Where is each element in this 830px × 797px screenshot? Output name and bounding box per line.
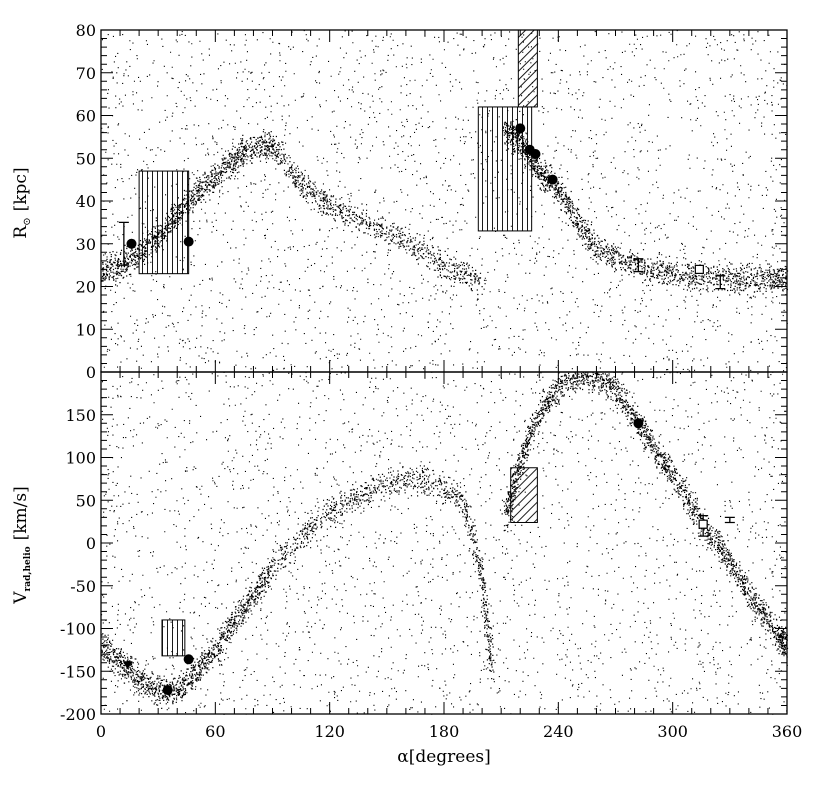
bottom-y-tick-labels: -200 -150 -100 -50 0 50 100 150 <box>60 406 96 724</box>
x-tick-label: 360 <box>772 722 803 741</box>
bottom-panel: -200 -150 -100 -50 0 50 100 150 0 60 120 180 240 300… <box>11 371 802 767</box>
bottom-y-axis-label: Vrad,helio [km/s] <box>11 486 33 605</box>
bottom-y-label-symbol: V <box>11 591 31 605</box>
top-filled-circle-5 <box>547 174 558 185</box>
top-box-0 <box>138 170 190 275</box>
x-tick-label: 300 <box>657 722 688 741</box>
x-tick-label: 60 <box>205 722 225 741</box>
top-tick-marks <box>100 29 788 373</box>
top-y-tick-label: 30 <box>76 235 96 254</box>
bot-y-tick-label: -50 <box>70 577 96 596</box>
top-y-tick-label: 80 <box>76 21 96 40</box>
top-error-bar-2 <box>715 275 726 290</box>
bot-y-tick-label: 50 <box>76 491 96 510</box>
top-y-tick-label: 70 <box>76 64 96 83</box>
bottom-x-tick-labels: 0 60 120 180 240 300 360 <box>96 722 802 741</box>
bot-open-square-0 <box>698 519 708 529</box>
bottom-frame <box>100 371 788 715</box>
top-frame <box>100 29 788 373</box>
bot-y-tick-label: 150 <box>65 406 96 425</box>
top-panel: 0 10 20 30 40 50 60 70 80 R⊙ [kpc] <box>11 21 789 382</box>
bot-box-0 <box>161 619 186 657</box>
bot-filled-circle-1 <box>183 654 194 665</box>
top-filled-circle-2 <box>515 123 526 134</box>
top-particle-cloud <box>101 30 789 374</box>
top-y-tick-label: 10 <box>76 320 96 339</box>
x-tick-label: 240 <box>543 722 574 741</box>
bottom-axis-ticks <box>100 371 788 715</box>
bot-filled-circle-0 <box>633 418 644 429</box>
top-y-label-subscript: ⊙ <box>22 217 33 225</box>
x-axis-label: α[degrees] <box>397 747 491 767</box>
top-error-bar-1 <box>633 258 644 273</box>
top-observation-markers <box>118 123 726 290</box>
bot-y-tick-label: -150 <box>60 662 96 681</box>
bot-error-bar-1 <box>724 516 735 524</box>
top-box-2 <box>517 29 538 108</box>
bottom-y-label-unit: [km/s] <box>11 486 31 540</box>
top-axis-ticks <box>100 29 788 373</box>
top-error-bar-0 <box>118 221 129 266</box>
top-open-square-0 <box>694 264 704 274</box>
bot-box-1 <box>510 467 538 523</box>
top-star-particles <box>101 30 789 374</box>
top-filled-circle-1 <box>183 236 194 247</box>
top-y-axis-label: R⊙ [kpc] <box>11 167 33 238</box>
x-tick-label: 180 <box>429 722 460 741</box>
bot-filled-triangle-0 <box>122 661 133 670</box>
bottom-observation-markers <box>122 418 735 696</box>
top-filled-circle-0 <box>126 238 137 249</box>
bot-y-tick-label: 0 <box>86 534 96 553</box>
top-y-tick-labels: 0 10 20 30 40 50 60 70 80 <box>76 21 96 382</box>
top-y-tick-label: 60 <box>76 107 96 126</box>
top-y-tick-label: 50 <box>76 149 96 168</box>
top-y-tick-label: 0 <box>86 363 96 382</box>
top-hatched-boxes <box>138 29 538 275</box>
bot-y-tick-label: -200 <box>60 705 96 724</box>
bottom-star-particles <box>101 372 789 715</box>
top-y-label-symbol: R <box>11 225 31 239</box>
bot-tick-marks <box>100 371 788 715</box>
x-tick-label: 0 <box>96 722 106 741</box>
top-y-tick-label: 40 <box>76 192 96 211</box>
bottom-y-label-subscript: rad,helio <box>23 546 33 591</box>
bot-filled-circle-2 <box>162 685 173 696</box>
top-y-label-unit: [kpc] <box>11 167 31 211</box>
x-tick-label: 120 <box>314 722 345 741</box>
bottom-hatched-boxes <box>161 467 538 657</box>
top-filled-circle-4 <box>530 148 541 159</box>
bot-y-tick-label: 100 <box>65 449 96 468</box>
top-y-tick-label: 20 <box>76 278 96 297</box>
bot-y-tick-label: -100 <box>60 620 96 639</box>
bot-particle-cloud <box>101 372 789 715</box>
